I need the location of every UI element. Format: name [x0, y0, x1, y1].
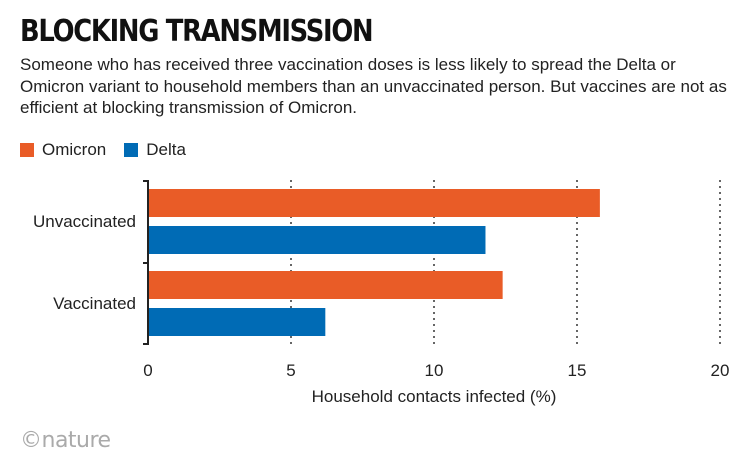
legend-swatch-delta	[124, 143, 139, 157]
nature-logo: ©nature	[20, 428, 111, 453]
x-tick-label: 10	[425, 361, 444, 380]
x-axis-label: Household contacts infected (%)	[312, 387, 557, 406]
bar-delta-unvaccinated	[149, 226, 486, 254]
bar-delta-vaccinated	[149, 308, 326, 336]
x-tick-label: 15	[568, 361, 587, 380]
x-tick-label: 0	[143, 361, 152, 380]
bar-omicron-unvaccinated	[149, 189, 600, 217]
legend: Omicron Delta	[20, 140, 204, 160]
x-tick-label: 5	[286, 361, 295, 380]
legend-label-delta: Delta	[146, 140, 186, 159]
y-category-label: Unvaccinated	[33, 212, 136, 231]
legend-swatch-omicron	[20, 143, 34, 157]
legend-item-delta: Delta	[124, 140, 186, 160]
y-category-label: Vaccinated	[53, 294, 136, 313]
chart-subtitle: Someone who has received three vaccinati…	[20, 55, 727, 117]
legend-item-omicron: Omicron	[20, 140, 106, 160]
bar-omicron-vaccinated	[149, 271, 503, 299]
x-tick-label: 20	[711, 361, 730, 380]
chart-title: BLOCKING TRANSMISSION	[20, 14, 374, 49]
legend-label-omicron: Omicron	[42, 140, 107, 159]
